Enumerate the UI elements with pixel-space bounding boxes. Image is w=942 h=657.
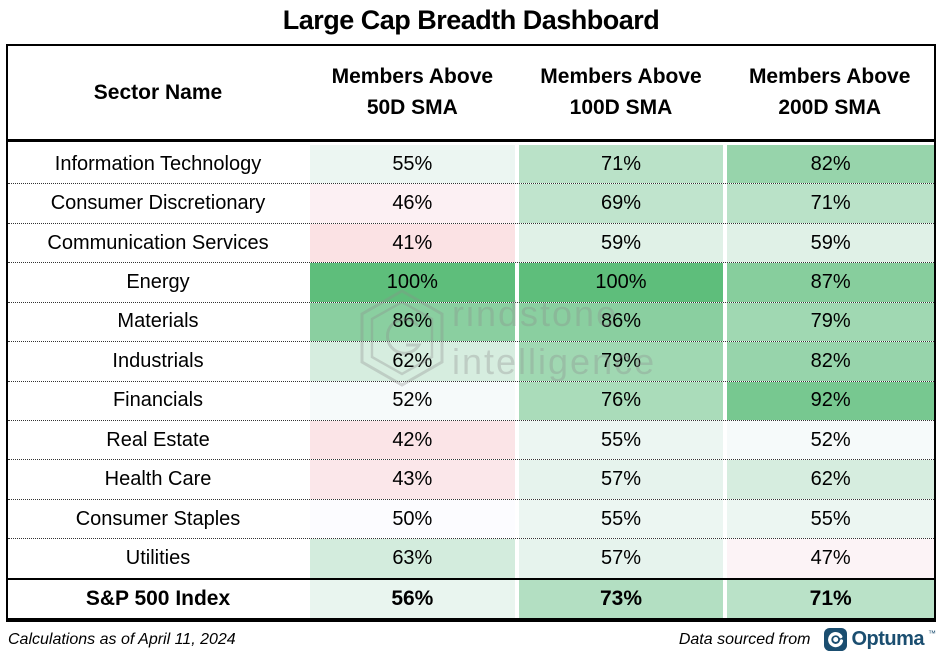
sector-name: Real Estate xyxy=(106,428,210,451)
value-cell-50d-sma: 56% xyxy=(310,579,515,619)
footer: Calculations as of April 11, 2024 Data s… xyxy=(8,628,936,651)
value-cell-100d-sma: 59% xyxy=(518,223,724,263)
sector-name: S&P 500 Index xyxy=(85,586,231,610)
value-cell-100d-sma: 69% xyxy=(518,184,724,223)
col-header-100d-line1: Members Above xyxy=(540,65,702,89)
col-header-50d-line2: 50D SMA xyxy=(366,95,458,119)
data-source: Data sourced from Optuma ™ xyxy=(679,628,936,651)
index-summary-row: S&P 500 Index 56% 73% 71% xyxy=(8,577,934,621)
value-cell-50d-sma: 63% xyxy=(310,539,515,578)
value-cell-100d-sma: 79% xyxy=(518,342,724,381)
value-cell-200d-sma: 55% xyxy=(727,499,934,539)
table-row: Financials 52% 76% 92% xyxy=(8,380,934,420)
value-cell-100d-sma: 55% xyxy=(518,499,724,539)
table-row: Energy 100% 100% 87% xyxy=(8,262,934,302)
table-row: Materials 86% 86% 79% xyxy=(8,301,934,342)
value-cell-200d-sma: 52% xyxy=(727,420,934,460)
sector-name: Energy xyxy=(126,270,190,293)
value-cell-200d-sma: 82% xyxy=(727,145,934,184)
value-cell-50d-sma: 100% xyxy=(310,263,515,302)
value-cell-200d-sma: 92% xyxy=(727,381,934,420)
table-row: Utilities 63% 57% 47% xyxy=(8,538,934,578)
col-header-50d-sma: Members Above 50D SMA xyxy=(308,62,517,123)
value-cell-50d-sma: 86% xyxy=(310,302,515,342)
sector-name: Financials xyxy=(112,389,204,412)
optuma-wordmark: Optuma xyxy=(851,628,924,650)
table-header-row: Sector Name Members Above 50D SMA Member… xyxy=(8,46,934,142)
col-header-sector-name: Sector Name xyxy=(93,80,223,104)
value-cell-50d-sma: 43% xyxy=(310,460,515,499)
value-cell-200d-sma: 82% xyxy=(727,342,934,381)
value-cell-100d-sma: 86% xyxy=(518,302,724,342)
breadth-table: Sector Name Members Above 50D SMA Member… xyxy=(6,44,936,622)
table-row: Information Technology 55% 71% 82% xyxy=(8,145,934,184)
table-row: Health Care 43% 57% 62% xyxy=(8,459,934,499)
col-header-200d-line2: 200D SMA xyxy=(778,95,882,119)
value-cell-200d-sma: 62% xyxy=(727,460,934,499)
value-cell-50d-sma: 46% xyxy=(310,184,515,223)
table-row: Consumer Staples 50% 55% 55% xyxy=(8,498,934,539)
value-cell-50d-sma: 55% xyxy=(310,145,515,184)
sector-name: Consumer Discretionary xyxy=(50,192,266,215)
sector-name: Information Technology xyxy=(54,152,262,175)
value-cell-200d-sma: 59% xyxy=(727,223,934,263)
value-cell-100d-sma: 57% xyxy=(518,539,724,578)
value-cell-200d-sma: 71% xyxy=(727,579,934,619)
value-cell-200d-sma: 71% xyxy=(727,184,934,223)
sector-name: Utilities xyxy=(125,546,191,569)
value-cell-200d-sma: 47% xyxy=(727,539,934,578)
col-header-200d-sma: Members Above 200D SMA xyxy=(725,62,934,123)
value-cell-100d-sma: 73% xyxy=(518,579,724,619)
table-row: Consumer Discretionary 46% 69% 71% xyxy=(8,183,934,223)
sector-name: Communication Services xyxy=(47,231,269,254)
col-header-50d-line1: Members Above xyxy=(331,65,494,89)
value-cell-50d-sma: 62% xyxy=(310,342,515,381)
sector-name: Materials xyxy=(117,310,199,333)
value-cell-50d-sma: 41% xyxy=(310,223,515,263)
value-cell-200d-sma: 79% xyxy=(727,302,934,342)
sector-name: Industrials xyxy=(112,349,204,372)
optuma-trademark: ™ xyxy=(928,629,936,638)
value-cell-200d-sma: 87% xyxy=(727,263,934,302)
table-row: Communication Services 41% 59% 59% xyxy=(8,222,934,263)
page-title: Large Cap Breadth Dashboard xyxy=(282,5,660,35)
value-cell-50d-sma: 52% xyxy=(310,381,515,420)
value-cell-50d-sma: 50% xyxy=(310,499,515,539)
sector-name: Health Care xyxy=(104,468,212,491)
value-cell-100d-sma: 71% xyxy=(518,145,724,184)
col-header-100d-sma: Members Above 100D SMA xyxy=(517,62,726,123)
value-cell-100d-sma: 100% xyxy=(518,263,724,302)
value-cell-50d-sma: 42% xyxy=(310,420,515,460)
table-row: Industrials 62% 79% 82% xyxy=(8,341,934,381)
sector-name: Consumer Staples xyxy=(75,507,241,530)
value-cell-100d-sma: 76% xyxy=(518,381,724,420)
table-body: Information Technology 55% 71% 82% Consumer … xyxy=(8,145,934,621)
optuma-logo: Optuma ™ xyxy=(824,628,936,651)
calculations-date: Calculations as of April 11, 2024 xyxy=(8,630,236,648)
data-source-text: Data sourced from xyxy=(678,630,811,648)
col-header-200d-line1: Members Above xyxy=(748,65,911,89)
table-row: Real Estate 42% 55% 52% xyxy=(8,419,934,460)
col-header-100d-line2: 100D SMA xyxy=(569,95,673,119)
optuma-icon xyxy=(824,628,848,651)
value-cell-100d-sma: 55% xyxy=(518,420,724,460)
value-cell-100d-sma: 57% xyxy=(518,460,724,499)
